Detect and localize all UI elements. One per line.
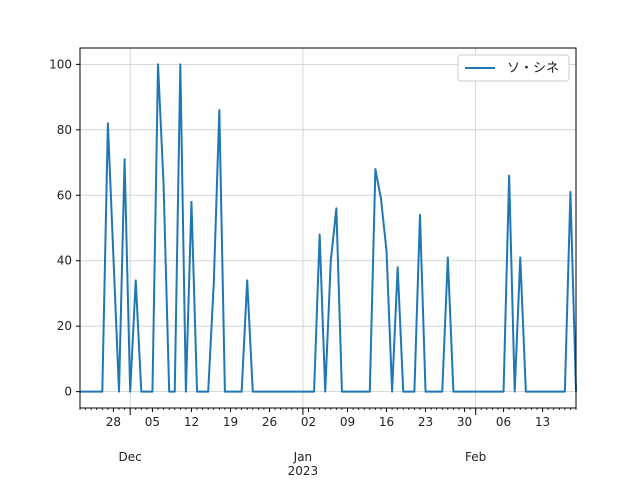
x-tick-label: 26	[262, 415, 277, 429]
y-axis: 0 20 40 60 80 100	[49, 57, 80, 399]
x-tick-label: 06	[496, 415, 511, 429]
x-tick-label: 23	[418, 415, 433, 429]
x-year-label: 2023	[288, 464, 319, 478]
y-tick-label: 0	[64, 385, 72, 399]
x-tick-label: 19	[223, 415, 238, 429]
series-layer	[80, 63, 577, 393]
x-month-label: Feb	[465, 450, 486, 464]
legend: ソ・シネ	[457, 54, 570, 82]
y-tick-label: 100	[49, 57, 72, 71]
y-tick-label: 80	[57, 123, 72, 137]
x-tick-label: 30	[457, 415, 472, 429]
legend-box	[457, 54, 570, 82]
x-tick-label: 02	[301, 415, 316, 429]
x-month-label: Dec	[119, 450, 142, 464]
y-tick-label: 20	[57, 319, 72, 333]
x-tick-label: 16	[379, 415, 394, 429]
x-tick-label: 13	[535, 415, 550, 429]
x-tick-label: 05	[145, 415, 160, 429]
x-tick-label: 28	[106, 415, 121, 429]
legend-entry-label: ソ・シネ	[507, 61, 559, 76]
y-tick-label: 40	[57, 254, 72, 268]
x-month-label: Jan	[293, 450, 313, 464]
y-tick-label: 60	[57, 188, 72, 202]
grid	[80, 48, 576, 408]
x-tick-label: 09	[340, 415, 355, 429]
plot-frame	[79, 47, 577, 409]
x-tick-label: 12	[184, 415, 199, 429]
series-line	[80, 63, 577, 393]
